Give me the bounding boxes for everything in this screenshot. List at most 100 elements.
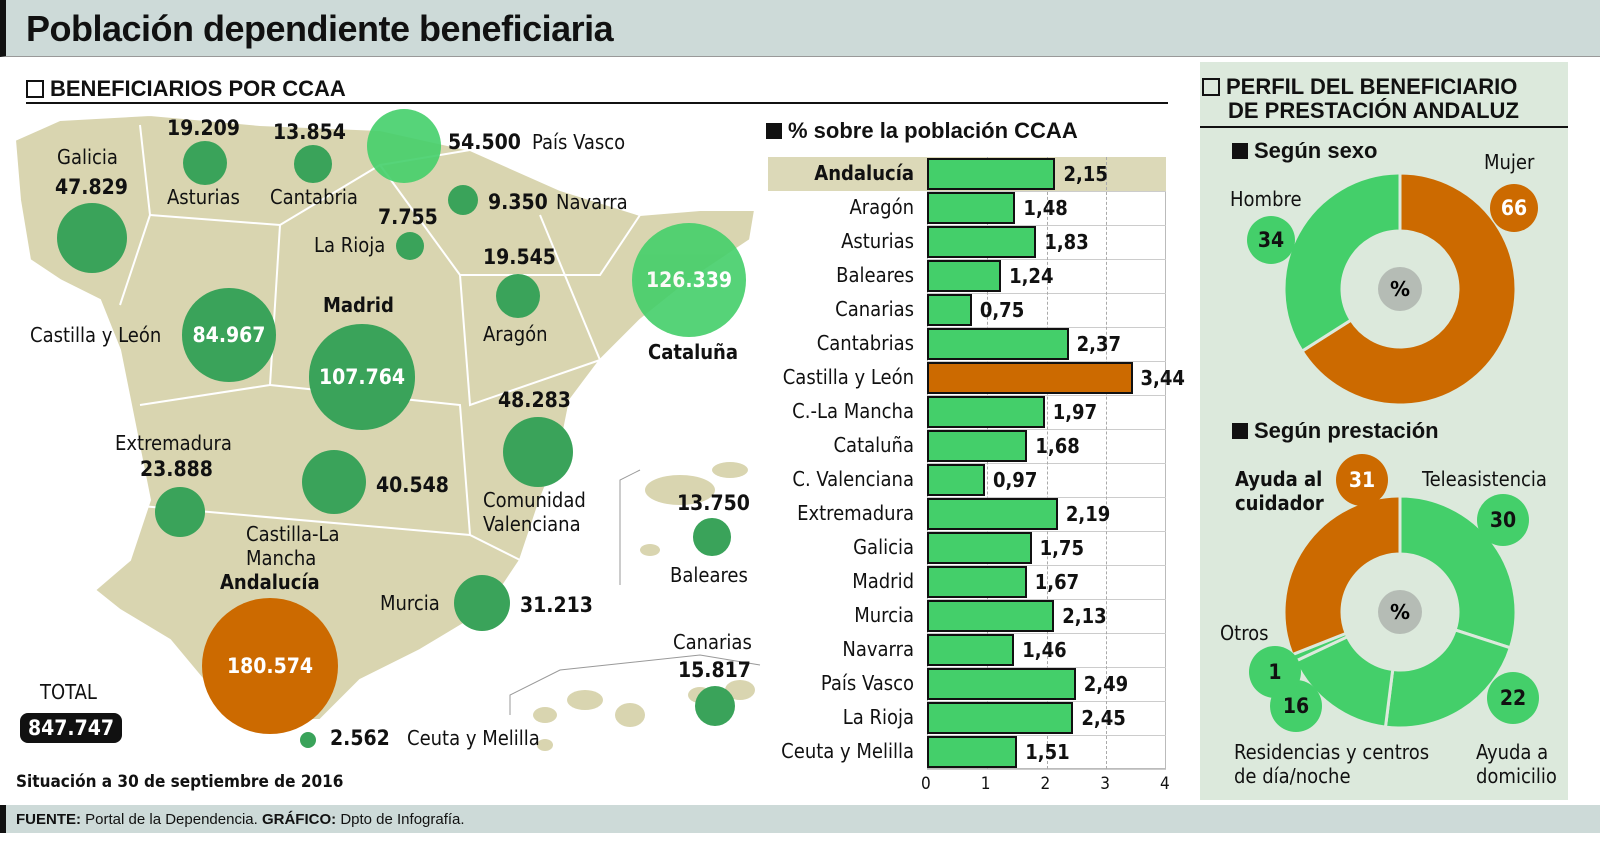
donut-category-label: Teleasistencia [1422,467,1547,491]
bar-category-label: País Vasco [820,671,914,695]
profile-title-line2: DE PRESTACIÓN ANDALUZ [1228,98,1519,123]
baleares-frame [619,469,641,585]
map-value: 19.545 [483,245,556,269]
bar-value-label: 2,37 [1076,332,1121,356]
bar-category-label: Asturias [841,229,914,253]
map-bubble-10 [502,416,574,488]
donut-slice [1299,171,1518,407]
map-bubble-13 [453,574,511,632]
square-icon [26,80,44,98]
row-divider [927,769,1166,770]
map-bubble-16 [694,685,736,727]
bar-category-label: Madrid [852,569,914,593]
bar-category-label: C.-La Mancha [792,399,914,423]
bar-value-label: 2,13 [1062,604,1107,628]
bar-category-label: Andalucía [814,161,914,185]
map-value: 126.339 [645,267,733,292]
map-value: 54.500 [448,130,521,154]
map-bubble-1 [182,140,228,186]
map-value: 15.817 [678,658,751,682]
bar-value-label: 0,75 [979,298,1025,322]
divider [26,102,1168,104]
bar-category-label: Castilla y León [782,365,914,389]
bar [927,328,1069,360]
map-region-name: Comunidad Valenciana [483,488,586,536]
graphic-label: GRÁFICO: [261,811,337,828]
map-region-name: Cataluña [648,340,739,364]
x-tick-label: 1 [980,774,991,794]
map-region-name: Canarias [673,630,752,654]
donut-category-label: Otros [1220,621,1269,645]
bar-value-label: 1,67 [1034,570,1080,594]
bar [927,430,1028,462]
value-badge: 31 [1336,454,1388,506]
sexo-title: Según sexo [1232,138,1377,164]
bar-category-label: Ceuta y Melilla [781,739,914,763]
map-bubble-7: 126.339 [632,223,746,337]
bar-value-label: 1,48 [1023,196,1068,220]
bar-value-label: 1,83 [1044,230,1089,254]
value-badge: 1 [1249,646,1301,698]
map-bubble-9: 107.764 [309,324,415,430]
map-value: 7.755 [378,205,438,229]
donut-category-label: Mujer [1484,150,1535,174]
map-value: 84.967 [192,322,266,347]
bar [927,702,1074,734]
bar-value-label: 1,24 [1009,264,1054,288]
profile-title-line1: PERFIL DEL BENEFICIARIO [1226,74,1518,99]
x-tick-label: 0 [921,774,931,794]
map-value: 47.829 [55,175,128,199]
bar [927,396,1045,428]
bar-value-label: 1,75 [1039,536,1084,560]
x-tick-label: 4 [1160,774,1170,794]
bar-category-label: Galicia [853,535,914,559]
bar-value-label: 1,51 [1025,740,1070,764]
bar-value-label: 2,19 [1065,502,1111,526]
baleares-islands [640,462,748,556]
donut-category-label: Hombre [1230,187,1302,211]
bar-value-label: 1,46 [1022,638,1067,662]
map-bubble-4 [447,184,479,216]
map-region-name: Madrid [323,293,394,317]
map-bubble-12 [301,449,367,515]
map-region-name: Asturias [167,185,240,209]
map-value: 13.750 [677,491,750,515]
prestacion-title: Según prestación [1232,418,1439,444]
square-icon [1232,143,1248,159]
value-badge: 30 [1477,494,1529,546]
x-tick-label: 3 [1100,774,1110,794]
bar-category-label: La Rioja [842,705,914,729]
map-value: 13.854 [273,120,346,144]
bar-category-label: Canarias [835,297,914,321]
map-region-name: Murcia [380,591,440,615]
bar [927,634,1015,666]
title-bar: Población dependiente beneficiaria [0,0,1600,57]
map-region-name: La Rioja [314,233,386,257]
bar-category-label: Extremadura [797,501,914,525]
map-region-name: Castilla y León [30,323,162,347]
map-region-name: Andalucía [220,570,320,594]
donut-slice [1398,494,1518,650]
map-value: 31.213 [520,593,593,617]
map-value: 23.888 [140,457,213,481]
bar-category-label: Cataluña [833,433,914,457]
donut-slice [1282,494,1402,657]
bar [927,158,1056,190]
bar-value-label: 2,49 [1083,672,1129,696]
center-label: % [1390,600,1410,624]
map-region-name: País Vasco [532,130,626,154]
bar-chart-title: % sobre la población CCAA [766,118,1078,144]
map-value: 180.574 [226,653,314,678]
graphic-text: Dpto de Infografía. [340,811,465,828]
map-region-name: Galicia [57,145,118,169]
bar-category-label: Cantabrias [816,331,914,355]
map-value: 19.209 [167,116,240,140]
square-icon [1202,78,1220,96]
map-region-name: Baleares [670,563,748,587]
gridline [1046,157,1048,769]
bar [927,464,985,496]
profile-section-title: PERFIL DEL BENEFICIARIO DE PRESTACIÓN AN… [1202,75,1519,123]
date-note: Situación a 30 de septiembre de 2016 [16,772,344,792]
bar [927,294,972,326]
bar [927,362,1133,394]
